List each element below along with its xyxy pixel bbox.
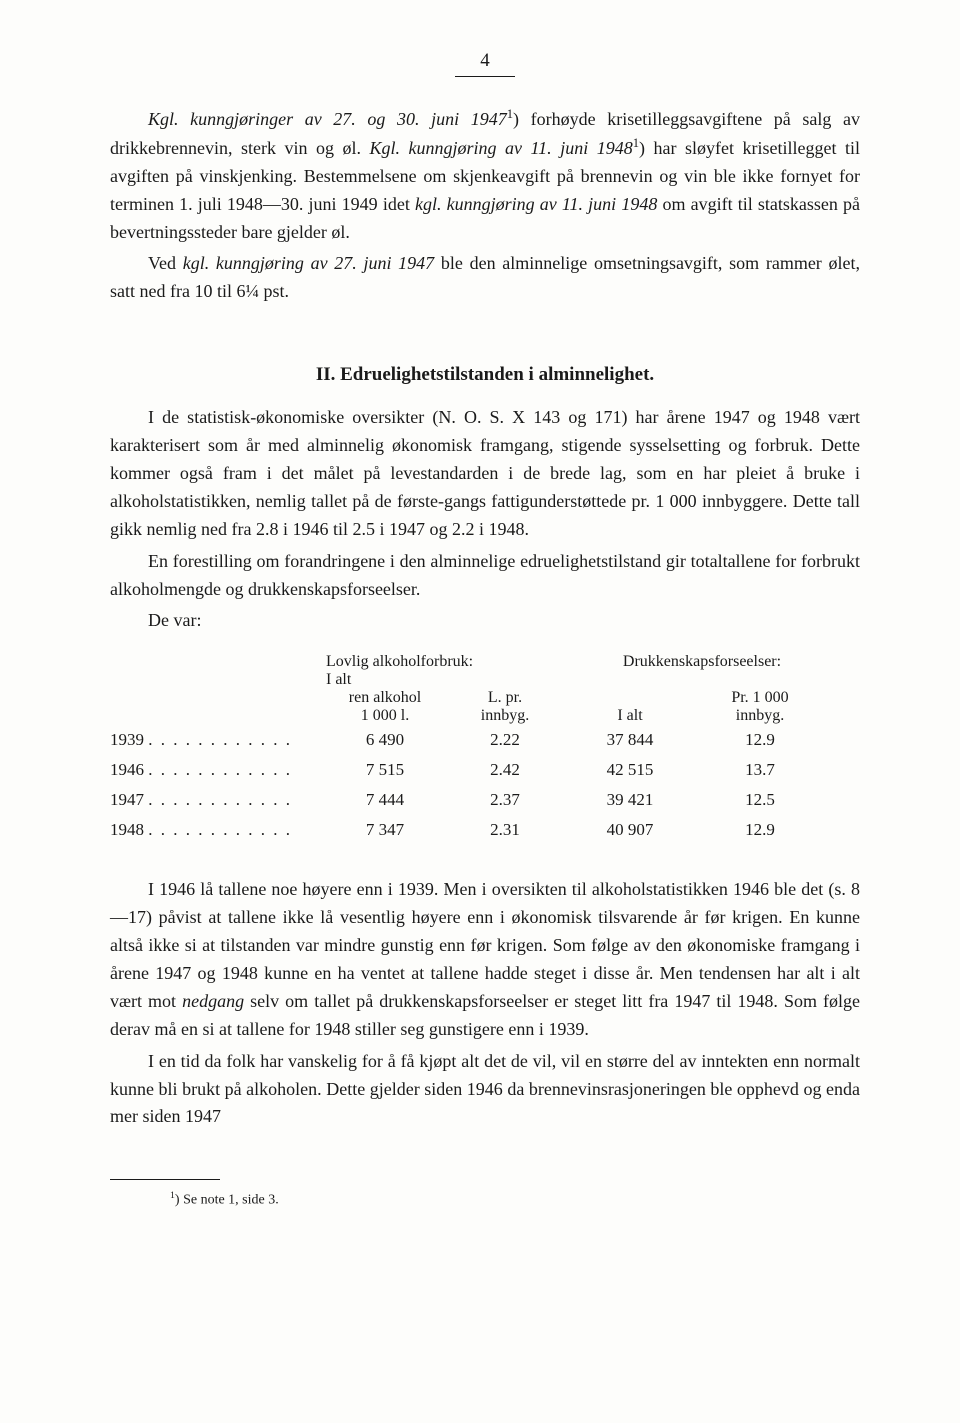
data-cell: 12.9 [700,815,820,845]
paragraph-7: I en tid da folk har vanskelig for å få … [110,1048,860,1132]
spacer [110,671,320,689]
table-subheader: I alt [110,671,860,689]
data-cell: 2.37 [450,785,560,815]
table-column-header-row: ren alkohol L. pr. Pr. 1 000 [110,689,860,707]
data-cell: 7 444 [320,785,450,815]
spacer [560,689,700,707]
page-number: 4 [110,50,860,72]
paragraph-2: Ved kgl. kunngjøring av 27. juni 1947 bl… [110,250,860,306]
data-cell: 39 421 [560,785,700,815]
table-group-header: Lovlig alkoholforbruk: Drukkenskapsforse… [110,653,860,671]
citation-text: Kgl. kunngjøring av 11. juni 1948 [370,138,633,158]
table-row: 1939 . . . . . . . . . . . .6 4902.2237 … [110,725,860,755]
column-header: 1 000 l. [320,707,450,725]
data-cell: 2.31 [450,815,560,845]
paragraph-1: Kgl. kunngjøringer av 27. og 30. juni 19… [110,105,860,246]
emphasis-text: nedgang [182,991,244,1011]
year-cell: 1939 . . . . . . . . . . . . [110,725,320,755]
data-cell: 7 347 [320,815,450,845]
paragraph-6: I 1946 lå tallene noe høyere enn i 1939.… [110,876,860,1043]
data-cell: 40 907 [560,815,700,845]
table-column-header-row: 1 000 l. innbyg. I alt innbyg. [110,707,860,725]
data-cell: 37 844 [560,725,700,755]
citation-text: Kgl. kunngjøringer av 27. og 30. juni 19… [148,109,507,129]
document-page: 4 Kgl. kunngjøringer av 27. og 30. juni … [0,0,960,1423]
footnote: 1) Se note 1, side 3. [170,1190,860,1209]
year-cell: 1947 . . . . . . . . . . . . [110,785,320,815]
footnote-rule [110,1179,220,1180]
section-heading: II. Edruelighetstilstanden i alminneligh… [110,364,860,386]
data-cell: 6 490 [320,725,450,755]
column-header: I alt [560,707,700,725]
data-table: Lovlig alkoholforbruk: Drukkenskapsforse… [110,653,860,844]
table-row: 1947 . . . . . . . . . . . .7 4442.3739 … [110,785,860,815]
column-header: innbyg. [450,707,560,725]
body-text: Ved [148,253,183,273]
data-cell: 13.7 [700,755,820,785]
page-number-underline [455,76,515,77]
data-cell: 42 515 [560,755,700,785]
spacer [110,653,320,671]
column-header: L. pr. [450,689,560,707]
spacer [110,689,320,707]
data-cell: 2.42 [450,755,560,785]
column-group-label: Drukkenskapsforseelser: [566,653,832,671]
table-row: 1946 . . . . . . . . . . . .7 5152.4242 … [110,755,860,785]
year-cell: 1948 . . . . . . . . . . . . [110,815,320,845]
spacer [110,707,320,725]
table-body: 1939 . . . . . . . . . . . .6 4902.2237 … [110,725,860,844]
data-cell: 2.22 [450,725,560,755]
paragraph-4: En forestilling om forandringene i den a… [110,548,860,604]
column-header: innbyg. [700,707,820,725]
data-cell: 12.5 [700,785,820,815]
paragraph-5: De var: [110,607,860,635]
column-group-label: Lovlig alkoholforbruk: [320,653,566,671]
data-cell: 12.9 [700,725,820,755]
column-header: Pr. 1 000 [700,689,820,707]
year-cell: 1946 . . . . . . . . . . . . [110,755,320,785]
citation-text: kgl. kunngjøring av 27. juni 1947 [183,253,434,273]
data-cell: 7 515 [320,755,450,785]
paragraph-3: I de statistisk-økonomiske oversikter (N… [110,404,860,543]
footnote-text: ) Se note 1, side 3. [175,1193,279,1208]
spacer [566,671,826,689]
column-sublabel: I alt [320,671,566,689]
table-row: 1948 . . . . . . . . . . . .7 3472.3140 … [110,815,860,845]
citation-text: kgl. kunngjøring av 11. juni 1948 [415,194,657,214]
column-header: ren alkohol [320,689,450,707]
